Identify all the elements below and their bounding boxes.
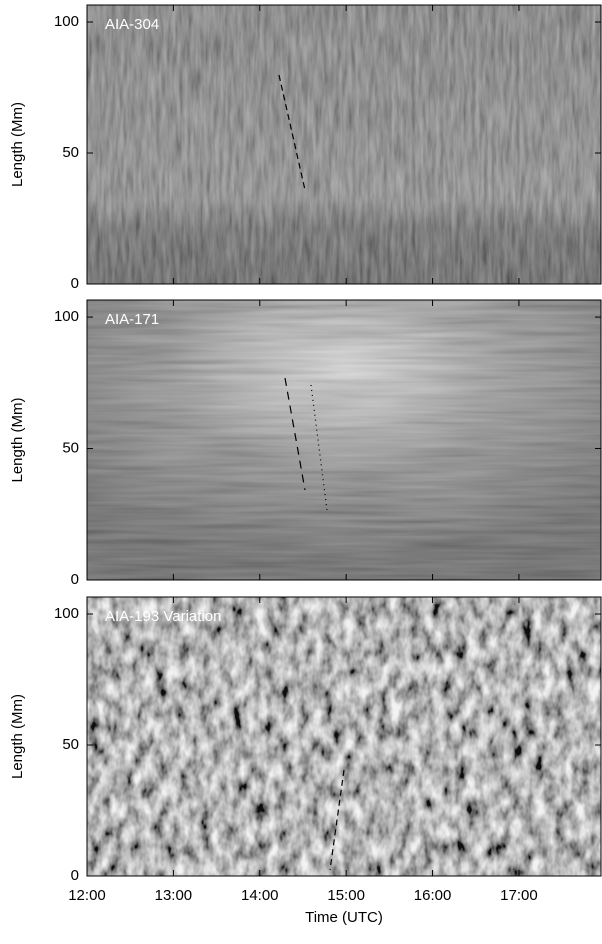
plot-frame xyxy=(86,299,602,581)
trace-line xyxy=(329,769,345,871)
x-tick-label: 15:00 xyxy=(327,887,365,904)
y-tick-label: 50 xyxy=(62,736,79,753)
y-tick-label: 100 xyxy=(54,308,79,325)
panel-title: AIA-171 xyxy=(105,311,159,328)
y-tick-label: 0 xyxy=(71,275,79,292)
y-tick-label: 100 xyxy=(54,605,79,622)
y-axis-label: Length (Mm) xyxy=(9,694,26,779)
y-tick-label: 50 xyxy=(62,144,79,161)
y-tick-label: 0 xyxy=(71,867,79,884)
y-axis-label: Length (Mm) xyxy=(9,397,26,482)
trace-line xyxy=(310,384,328,511)
panel-title: AIA-304 xyxy=(105,16,159,33)
x-axis-label: Time (UTC) xyxy=(305,909,383,926)
x-tick-label: 17:00 xyxy=(500,887,538,904)
y-axis-label: Length (Mm) xyxy=(9,102,26,187)
plot-frame xyxy=(86,596,602,877)
x-tick-label: 14:00 xyxy=(241,887,279,904)
panel-title: AIA-193 Variation xyxy=(105,608,221,625)
y-tick-label: 0 xyxy=(71,571,79,588)
x-tick-label: 16:00 xyxy=(414,887,452,904)
image-texture xyxy=(87,5,601,284)
y-tick-label: 100 xyxy=(54,13,79,30)
image-texture xyxy=(87,597,601,876)
trace-line xyxy=(284,377,306,491)
x-tick-label: 12:00 xyxy=(68,887,106,904)
x-tick-label: 13:00 xyxy=(155,887,193,904)
y-tick-label: 50 xyxy=(62,440,79,457)
plot-frame xyxy=(86,4,602,285)
image-texture xyxy=(87,300,601,580)
